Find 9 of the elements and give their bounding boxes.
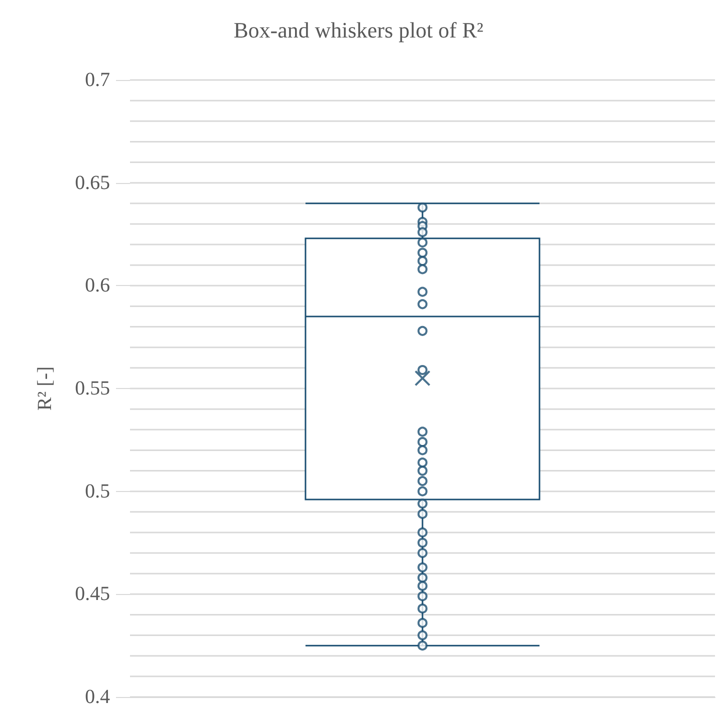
chart-title: Box-and whiskers plot of R² [234, 18, 484, 42]
y-axis-title: R² [-] [34, 366, 56, 411]
y-tick-label: 0.7 [85, 69, 110, 91]
y-tick-label: 0.6 [85, 274, 110, 297]
y-tick-label: 0.55 [75, 378, 110, 400]
y-tick-label: 0.45 [75, 583, 110, 606]
y-tick-label: 0.5 [85, 480, 110, 502]
y-tick-label: 0.65 [75, 172, 110, 194]
y-tick-label: 0.4 [85, 686, 110, 708]
